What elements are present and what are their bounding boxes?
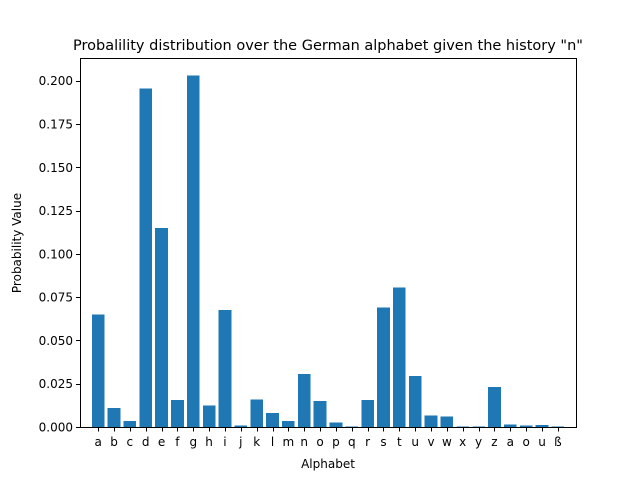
bar-15: [329, 422, 343, 427]
x-tick-label-18: s: [380, 435, 386, 449]
x-tick-label-11: l: [271, 435, 274, 449]
bar-25: [488, 387, 501, 427]
bar-4: [155, 227, 168, 427]
y-axis: 0.000 0.025 0.050 0.075 0.100 0.125 0.150 0.175…: [39, 74, 81, 435]
x-tick-label-2: c: [127, 435, 134, 449]
y-tick-label-1: 0.025: [39, 377, 73, 391]
x-tick-label-0: a: [94, 435, 101, 449]
bar-10: [250, 399, 264, 427]
x-tick-label-7: h: [205, 435, 213, 449]
y-tick-label-4: 0.100: [39, 247, 73, 261]
x-tick-label-29: ß: [554, 435, 562, 449]
x-tick-label-28: u: [538, 435, 546, 449]
x-tick-label-10: k: [253, 435, 260, 449]
bar-14: [313, 401, 327, 427]
x-tick-label-1: b: [110, 435, 118, 449]
bar-0: [91, 314, 105, 427]
bar-3: [139, 88, 153, 427]
bar-5: [171, 400, 184, 427]
x-tick-label-23: x: [459, 435, 466, 449]
x-tick-label-25: z: [491, 435, 497, 449]
x-tick-label-3: d: [142, 435, 150, 449]
y-tick-label-6: 0.150: [39, 161, 73, 175]
bar-27: [519, 425, 533, 427]
y-tick-label-3: 0.075: [39, 291, 73, 305]
x-tick-label-27: o: [522, 435, 529, 449]
y-tick-label-5: 0.125: [39, 204, 73, 218]
y-tick-label-8: 0.200: [39, 74, 73, 88]
y-tick-label-7: 0.175: [39, 117, 73, 131]
bar-21: [424, 415, 438, 427]
bar-29: [551, 426, 565, 427]
x-tick-label-4: e: [158, 435, 165, 449]
bar-12: [282, 420, 295, 427]
bar-19: [392, 287, 406, 427]
x-tick-label-26: a: [507, 435, 514, 449]
bar-26: [503, 424, 517, 427]
bar-17: [361, 400, 374, 427]
x-tick-label-21: v: [427, 435, 434, 449]
x-axis-label: Alphabet: [301, 457, 355, 471]
x-tick-label-20: u: [411, 435, 419, 449]
bar-28: [535, 424, 549, 427]
x-tick-label-5: f: [175, 435, 180, 449]
x-tick-label-13: n: [300, 435, 308, 449]
bar-1: [107, 407, 121, 427]
x-tick-label-17: r: [365, 435, 370, 449]
x-tick-label-8: i: [223, 435, 226, 449]
x-tick-label-19: t: [397, 435, 402, 449]
chart-title: Probalility distribution over the German…: [73, 38, 583, 54]
y-axis-label: Probability Value: [10, 193, 24, 293]
bar-11: [266, 413, 279, 427]
y-tick-label-0: 0.000: [39, 421, 73, 435]
x-tick-label-16: q: [348, 435, 356, 449]
x-tick-label-6: g: [189, 435, 197, 449]
x-tick-label-14: o: [316, 435, 323, 449]
x-tick-label-22: w: [442, 435, 452, 449]
bar-9: [234, 425, 248, 427]
x-tick-label-15: p: [332, 435, 340, 449]
bar-13: [297, 374, 311, 427]
bar-22: [440, 416, 454, 427]
plot-frame: [80, 58, 577, 428]
bar-20: [408, 375, 422, 427]
bar-7: [202, 405, 216, 427]
bar-2: [123, 420, 137, 427]
x-tick-label-9: j: [238, 435, 242, 449]
y-tick-label-2: 0.050: [39, 334, 73, 348]
x-tick-label-24: y: [475, 435, 482, 449]
bars-group: [91, 75, 565, 428]
bar-6: [186, 75, 200, 428]
x-tick-label-12: m: [283, 435, 295, 449]
bar-18: [377, 307, 390, 427]
bar-8: [218, 310, 232, 427]
